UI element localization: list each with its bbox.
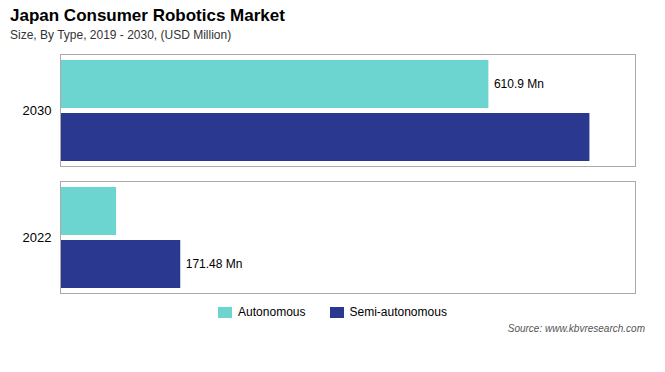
html-text:Japan Consumer Robotics Market: Japan Consumer Robotics Market [10,6,285,25]
svg-text:2030: 2030 [23,103,52,118]
svg-text:2022: 2022 [23,230,52,245]
svg-text:171.48 Mn: 171.48 Mn [186,257,243,271]
html-text:Autonomous: Autonomous [238,305,306,319]
svg-text:610.9 Mn: 610.9 Mn [494,77,544,91]
html-text:Size, By Type, 2019 - 2030, (U: Size, By Type, 2019 - 2030, (USD Million… [10,28,232,42]
html-text:Source: www.kbvresearch.com: Source: www.kbvresearch.com [507,323,645,334]
html-text:Semi-autonomous: Semi-autonomous [349,305,447,319]
